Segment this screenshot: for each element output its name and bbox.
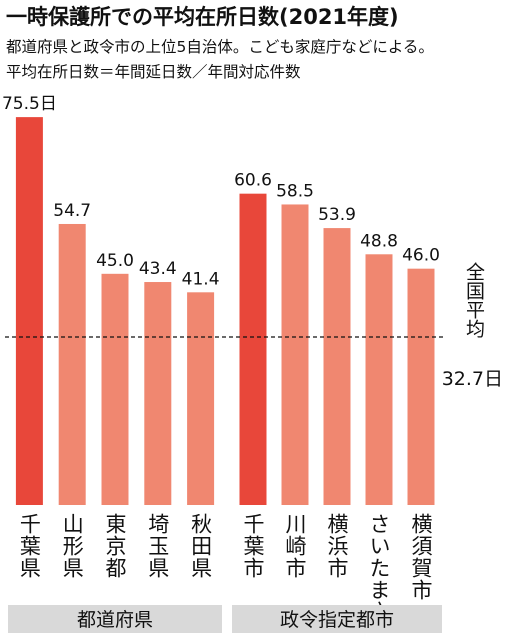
- value-label: 41.4: [182, 269, 220, 289]
- subtitle: 都道府県と政令市の上位5自治体。こども家庭庁などによる。: [6, 38, 434, 56]
- bar: [365, 254, 393, 505]
- value-label: 46.0: [402, 246, 440, 266]
- bar: [407, 268, 435, 505]
- category-label: 埼玉県: [146, 513, 170, 579]
- category-label: 横須賀市: [409, 513, 433, 601]
- bar: [15, 117, 43, 506]
- bar: [323, 228, 351, 505]
- category-label: 東京都: [103, 513, 127, 579]
- value-label: 75.5日: [2, 94, 57, 114]
- average-label: 全国平均: [463, 262, 485, 338]
- category-label: さいたま市: [367, 513, 391, 623]
- bar: [101, 273, 129, 505]
- chart-title: 一時保護所での平均在所日数(2021年度): [6, 5, 399, 29]
- category-label: 千葉県: [17, 513, 41, 579]
- bar: [239, 193, 267, 506]
- average-value: 32.7日: [442, 368, 503, 390]
- value-label: 58.5: [276, 181, 314, 201]
- subtitle: 平均在所日数＝年間延日数／年間対応件数: [6, 63, 301, 81]
- value-label: 54.7: [53, 201, 91, 221]
- bar: [187, 292, 215, 505]
- category-label: 千葉市: [241, 513, 265, 579]
- category-label: 川崎市: [283, 513, 307, 579]
- value-label: 60.6: [234, 171, 272, 191]
- group-box: [8, 605, 222, 633]
- value-label: 53.9: [318, 205, 356, 225]
- value-label: 48.8: [360, 231, 398, 251]
- value-label: 45.0: [96, 251, 134, 271]
- group-label: 都道府県: [77, 609, 153, 631]
- bar: [281, 204, 309, 506]
- bar: [144, 282, 172, 505]
- value-label: 43.4: [139, 259, 177, 279]
- group-label: 政令指定都市: [280, 609, 394, 631]
- group-box: [232, 605, 442, 633]
- category-label: 秋田県: [189, 513, 213, 579]
- bar: [58, 223, 86, 505]
- category-label: 山形県: [60, 513, 84, 579]
- category-label: 横浜市: [325, 513, 349, 579]
